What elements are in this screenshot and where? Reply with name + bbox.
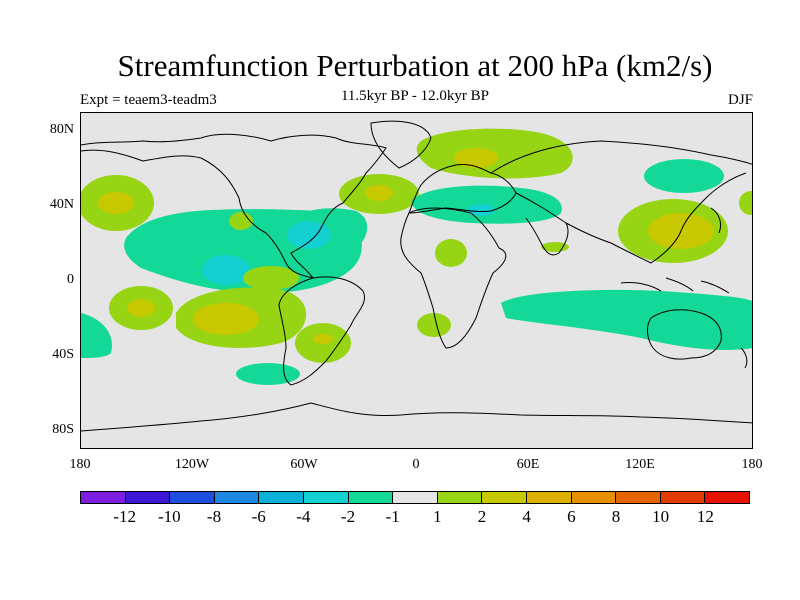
x-tick-60w: 60W xyxy=(290,457,318,472)
coast-south-america xyxy=(278,276,365,386)
coastlines xyxy=(81,120,752,432)
y-tick-80n: 80N xyxy=(49,122,74,137)
map-svg xyxy=(81,120,752,432)
anomaly-south-atlantic-core xyxy=(313,334,333,344)
colorbar-bin-9 xyxy=(482,492,527,503)
colorbar-label: -2 xyxy=(340,507,356,526)
anomaly-east-pacific-core-negative xyxy=(202,255,250,285)
colorbar-bin-11 xyxy=(571,492,617,503)
colorbar-label: 6 xyxy=(567,507,576,526)
colorbar-bin-2 xyxy=(170,492,215,503)
colorbar-bin-3 xyxy=(214,492,260,503)
anomaly-fields xyxy=(81,128,752,385)
colorbar-label: 1 xyxy=(433,507,442,526)
x-tick-60e: 60E xyxy=(516,457,540,472)
y-tick-40n: 40N xyxy=(49,197,74,212)
colorbar xyxy=(80,491,750,504)
colorbar-bin-8 xyxy=(437,492,483,503)
anomaly-npac-positive-core xyxy=(98,192,134,214)
season-label: DJF xyxy=(727,92,753,108)
anomaly-drake-negative xyxy=(236,363,300,385)
y-tick-40s: 40S xyxy=(52,347,74,362)
x-tick-0: 0 xyxy=(412,457,420,472)
anomaly-india-positive xyxy=(541,242,569,252)
colorbar-label: -4 xyxy=(296,507,311,526)
coast-asia xyxy=(490,140,752,264)
colorbar-label: 12 xyxy=(696,507,714,526)
coast-japan xyxy=(710,207,722,234)
x-tick-120e: 120E xyxy=(625,457,655,472)
coast-australia xyxy=(647,309,722,360)
coast-greenland xyxy=(370,120,432,169)
anomaly-ne-asia-negative xyxy=(644,159,724,193)
coast-antarctica xyxy=(81,402,752,432)
colorbar-bin-1 xyxy=(125,492,171,503)
anomaly-mediterranean-core xyxy=(467,204,495,216)
y-tick-80s: 80S xyxy=(52,422,74,437)
coast-north-america xyxy=(81,133,387,279)
colorbar-bin-0 xyxy=(81,492,126,503)
anomaly-far-southwest-negative xyxy=(81,313,112,358)
colorbar-label: -12 xyxy=(113,507,136,526)
colorbar-label: -6 xyxy=(251,507,266,526)
anomaly-right-edge-positive xyxy=(739,191,752,215)
colorbar-label: -10 xyxy=(157,507,181,526)
coast-africa xyxy=(400,207,507,349)
experiment-label: Expt = teaem3-teadm3 xyxy=(80,92,217,108)
x-tick-120w: 120W xyxy=(174,457,210,472)
colorbar-label: -8 xyxy=(206,507,222,526)
colorbar-bin-14 xyxy=(705,492,749,503)
y-tick-0: 0 xyxy=(67,272,74,287)
colorbar-bin-10 xyxy=(526,492,572,503)
anomaly-se-pacific-core xyxy=(193,303,259,335)
colorbar-label: 10 xyxy=(652,507,670,526)
colorbar-label: 2 xyxy=(477,507,487,526)
colorbar-label: 8 xyxy=(611,507,621,526)
anomaly-gulf-africa-positive xyxy=(229,212,253,230)
coast-indonesia xyxy=(620,277,730,294)
colorbar-bin-5 xyxy=(303,492,349,503)
colorbar-bin-4 xyxy=(259,492,304,503)
colorbar-bin-13 xyxy=(660,492,706,503)
period-label: 11.5kyr BP - 12.0kyr BP xyxy=(340,88,490,104)
anomaly-siberia-core xyxy=(454,148,498,168)
colorbar-bin-7 xyxy=(393,492,438,503)
coast-new-zealand xyxy=(740,347,748,369)
anomaly-north-atlantic-core xyxy=(365,185,393,201)
colorbar-bin-12 xyxy=(616,492,661,503)
anomaly-south-america-positive xyxy=(243,266,299,290)
x-tick-180w: 180 xyxy=(69,457,91,472)
colorbar-label: -1 xyxy=(385,507,400,526)
map-plot-area xyxy=(80,112,753,449)
anomaly-africa-positive xyxy=(435,239,467,267)
anomaly-caribbean-core-negative xyxy=(287,221,331,249)
x-tick-180e: 180 xyxy=(741,457,763,472)
anomaly-indian-ocean-negative xyxy=(501,289,752,350)
colorbar-label: 4 xyxy=(522,507,531,526)
coast-europe xyxy=(408,164,517,214)
anomaly-south-africa-positive xyxy=(417,313,451,337)
colorbar-bin-6 xyxy=(348,492,394,503)
anomaly-sw-pacific-core xyxy=(127,299,155,317)
map-title: Streamfunction Perturbation at 200 hPa (… xyxy=(117,48,713,83)
